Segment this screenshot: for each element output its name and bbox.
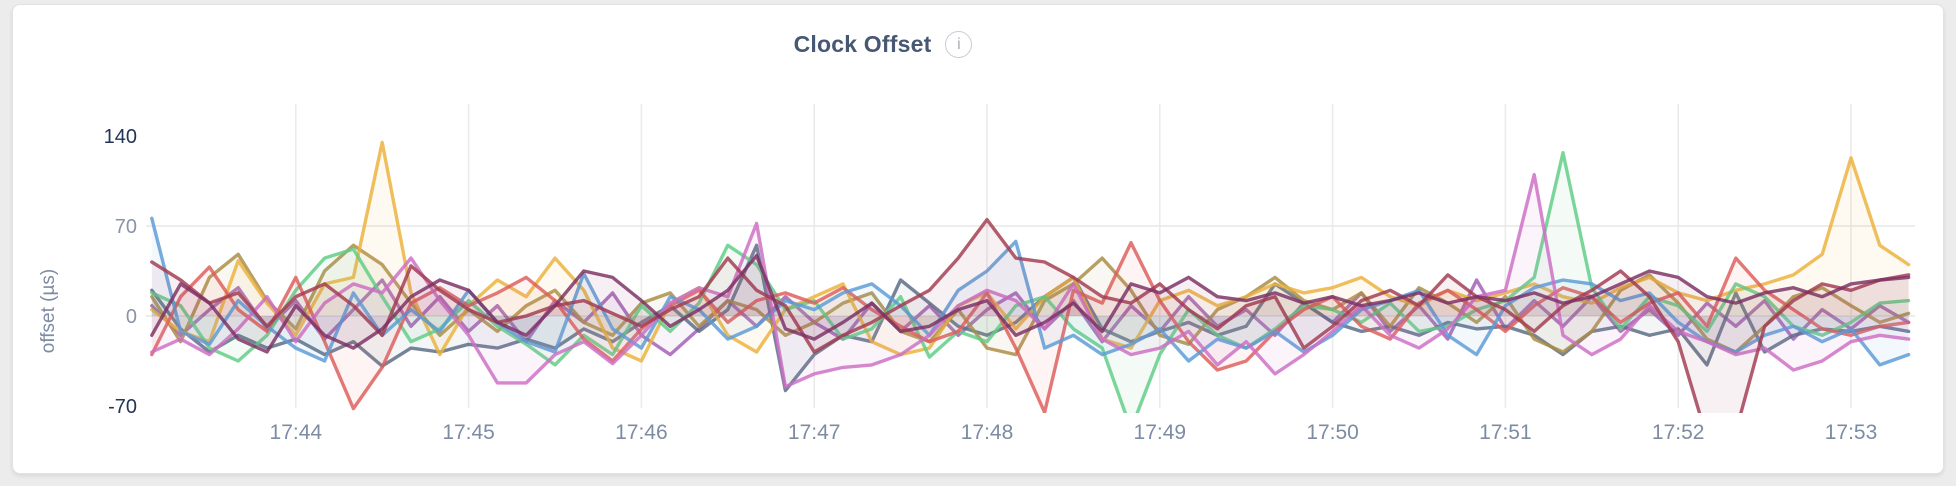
x-tick-label: 17:47 xyxy=(788,421,841,444)
chart-title: Clock Offset xyxy=(793,31,932,57)
x-tick-label: 17:44 xyxy=(270,421,323,444)
x-tick-label: 17:48 xyxy=(961,421,1014,444)
series-orchid-area xyxy=(151,174,1909,387)
x-tick-label: 17:53 xyxy=(1825,421,1878,444)
x-axis-labels: 17:44 17:45 17:46 17:47 17:48 17:49 17:50 17:51… xyxy=(270,421,1878,444)
x-tick-label: 17:49 xyxy=(1134,421,1187,444)
y-tick-label: 140 xyxy=(104,126,137,148)
x-tick-label: 17:50 xyxy=(1306,421,1359,444)
y-tick-label: 70 xyxy=(115,216,137,238)
chart-header: Clock Offset i xyxy=(13,31,1753,58)
y-axis-title: offset (µs) xyxy=(38,269,59,354)
series-maroon-line xyxy=(150,217,1911,413)
series-salmon-line xyxy=(150,241,1911,413)
series-maroon-area xyxy=(151,219,1909,413)
series-plum-area xyxy=(151,255,1909,352)
series-plum-line xyxy=(150,253,1911,354)
series-olive-area xyxy=(151,245,1909,355)
info-icon[interactable]: i xyxy=(945,31,973,58)
series-blue-line xyxy=(150,216,1911,367)
series-blue-area xyxy=(151,218,1909,365)
x-tick-label: 17:45 xyxy=(442,421,495,444)
chart-card: Clock Offset i 140 70 0 -70 17:44 17:45 17:46 1… xyxy=(12,4,1944,474)
y-tick-label: 0 xyxy=(126,306,137,328)
y-axis-labels: 140 70 0 -70 xyxy=(104,126,137,418)
plot-area[interactable] xyxy=(150,140,1911,438)
series-slate-line xyxy=(150,243,1911,393)
y-tick-label: -70 xyxy=(108,396,137,418)
x-tick-label: 17:51 xyxy=(1479,421,1532,444)
series-slate-area xyxy=(151,245,1909,391)
x-tick-label: 17:52 xyxy=(1652,421,1705,444)
series-orchid-line xyxy=(150,172,1911,389)
x-tick-label: 17:46 xyxy=(615,421,668,444)
